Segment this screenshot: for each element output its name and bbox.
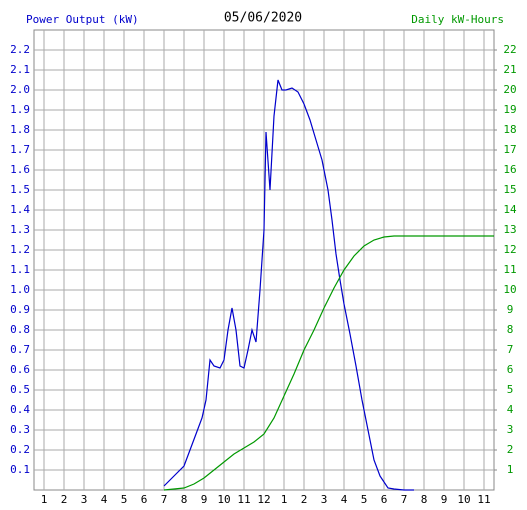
y-tick-label: 2.2 <box>10 43 30 56</box>
y-tick-label: 1.1 <box>10 263 30 276</box>
x-tick-label: 11 <box>477 493 490 506</box>
y-tick-label: 0.5 <box>10 383 30 396</box>
y-tick-label: 0.4 <box>10 403 30 416</box>
x-tick-label: 11 <box>237 493 250 506</box>
y-tick-label: 1.3 <box>10 223 30 236</box>
y2-tick-label: 12 <box>503 243 516 256</box>
x-tick-label: 4 <box>101 493 108 506</box>
y2-tick-label: 1 <box>507 463 514 476</box>
y2-tick-label: 2 <box>507 443 514 456</box>
y-tick-label: 0.6 <box>10 363 30 376</box>
y-tick-label: 1.9 <box>10 103 30 116</box>
y-tick-label: 0.8 <box>10 323 30 336</box>
x-tick-label: 4 <box>341 493 348 506</box>
y-tick-label: 0.3 <box>10 423 30 436</box>
y2-tick-label: 10 <box>503 283 516 296</box>
y-tick-label: 0.1 <box>10 463 30 476</box>
x-tick-label: 6 <box>381 493 388 506</box>
y2-tick-label: 21 <box>503 63 516 76</box>
x-tick-label: 6 <box>141 493 148 506</box>
y2-axis-title: Daily kW-Hours <box>411 13 504 26</box>
y-tick-label: 1.0 <box>10 283 30 296</box>
y-tick-label: 1.7 <box>10 143 30 156</box>
x-tick-label: 2 <box>61 493 68 506</box>
x-tick-label: 9 <box>441 493 448 506</box>
x-tick-label: 5 <box>361 493 368 506</box>
y-tick-label: 1.6 <box>10 163 30 176</box>
x-tick-label: 8 <box>421 493 428 506</box>
y2-tick-label: 3 <box>507 423 514 436</box>
line-series <box>163 79 414 491</box>
x-tick-label: 3 <box>321 493 328 506</box>
x-tick-label: 8 <box>181 493 188 506</box>
y2-tick-label: 7 <box>507 343 514 356</box>
y2-tick-label: 19 <box>503 103 516 116</box>
y2-tick-label: 18 <box>503 123 516 136</box>
y-tick-label: 1.4 <box>10 203 30 216</box>
y2-tick-label: 13 <box>503 223 516 236</box>
x-tick-label: 1 <box>281 493 288 506</box>
y-tick-label: 0.7 <box>10 343 30 356</box>
y2-tick-label: 9 <box>507 303 514 316</box>
y2-tick-label: 6 <box>507 363 514 376</box>
x-tick-label: 7 <box>161 493 168 506</box>
y2-tick-label: 5 <box>507 383 514 396</box>
y-tick-label: 1.2 <box>10 243 30 256</box>
x-tick-label: 10 <box>457 493 470 506</box>
y-tick-label: 1.8 <box>10 123 30 136</box>
x-tick-label: 10 <box>217 493 230 506</box>
x-tick-label: 9 <box>201 493 208 506</box>
x-tick-label: 2 <box>301 493 308 506</box>
x-tick-label: 1 <box>41 493 48 506</box>
x-tick-label: 3 <box>81 493 88 506</box>
y-tick-label: 1.5 <box>10 183 30 196</box>
y2-tick-label: 17 <box>503 143 516 156</box>
y2-tick-label: 8 <box>507 323 514 336</box>
y-tick-label: 2.1 <box>10 63 30 76</box>
y2-tick-label: 15 <box>503 183 516 196</box>
y2-tick-label: 11 <box>503 263 516 276</box>
y2-tick-label: 16 <box>503 163 516 176</box>
chart-title: 05/06/2020 <box>224 11 302 26</box>
y2-tick-label: 20 <box>503 83 516 96</box>
y-tick-label: 0.9 <box>10 303 30 316</box>
x-tick-label: 12 <box>257 493 270 506</box>
x-tick-label: 7 <box>401 493 408 506</box>
x-tick-label: 5 <box>121 493 128 506</box>
y2-tick-label: 14 <box>503 203 517 216</box>
y-axis-title: Power Output (kW) <box>26 13 139 26</box>
y2-tick-label: 4 <box>507 403 514 416</box>
y-tick-label: 2.0 <box>10 83 30 96</box>
y2-tick-label: 22 <box>503 43 516 56</box>
y-tick-label: 0.2 <box>10 443 30 456</box>
line-series <box>163 235 494 491</box>
